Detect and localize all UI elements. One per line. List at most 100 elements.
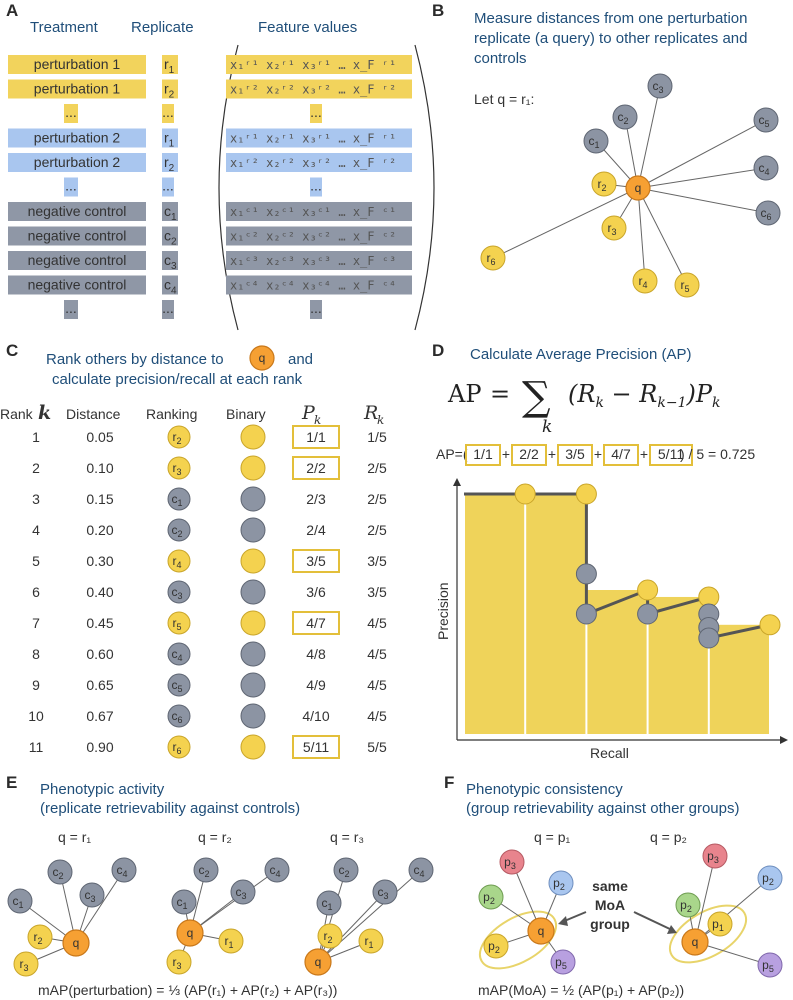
col-binary: Binary bbox=[226, 406, 266, 422]
plus-sign: + bbox=[594, 446, 602, 462]
ranked-node: c3 bbox=[167, 580, 191, 604]
table-row: ......... bbox=[64, 104, 322, 123]
svg-text:r3: r3 bbox=[607, 221, 616, 237]
ap-equation: AP = ∑ k (Rk − Rk−1)Pk bbox=[447, 374, 720, 437]
precision-box bbox=[292, 611, 340, 635]
panel-f-formula: mAP(MoA) = ½ (AP(p₁) + AP(p₂)) bbox=[478, 982, 684, 998]
rank-value: 2 bbox=[32, 460, 40, 476]
feature-values: x₁ʳ² x₂ʳ² x₃ʳ² … x_F ʳ² bbox=[230, 83, 396, 97]
pr-point bbox=[575, 563, 597, 585]
eq-ap: AP bbox=[447, 380, 481, 408]
distance-value: 0.20 bbox=[86, 522, 113, 538]
pr-point bbox=[575, 483, 597, 505]
table-row: 4 0.20 c2 2/4 2/5 bbox=[32, 517, 387, 543]
table-row: negative control c2 x₁ᶜ² x₂ᶜ² x₃ᶜ² … x_F ᶜ… bbox=[8, 226, 412, 248]
svg-text:p2: p2 bbox=[488, 939, 500, 955]
treatment-label: perturbation 1 bbox=[34, 56, 121, 72]
consistency-graph: p3 p2 p2 p2 p5 q bbox=[478, 849, 576, 975]
control-node: c6 bbox=[755, 200, 781, 226]
rank-value: 11 bbox=[29, 739, 44, 755]
distance-value: 0.10 bbox=[86, 460, 113, 476]
recall-value: 2/5 bbox=[367, 460, 387, 476]
svg-text:c4: c4 bbox=[116, 863, 127, 879]
svg-text:r6: r6 bbox=[486, 251, 495, 267]
x-axis-arrow bbox=[780, 736, 788, 744]
binary-dot bbox=[240, 517, 266, 543]
treatment-label: negative control bbox=[28, 252, 127, 268]
svg-text:c6: c6 bbox=[171, 709, 182, 725]
arrow-left-head bbox=[558, 916, 568, 926]
replicate-node: r3 bbox=[166, 949, 192, 975]
panel-d-title: Calculate Average Precision (AP) bbox=[470, 346, 692, 363]
precision-value: 2/2 bbox=[306, 460, 326, 476]
precision-value: 4/8 bbox=[306, 646, 326, 662]
control-node: c3 bbox=[230, 879, 256, 905]
feature-values: x₁ʳ² x₂ʳ² x₃ʳ² … x_F ʳ² bbox=[230, 156, 396, 170]
query-node: q bbox=[304, 948, 332, 976]
svg-text:q: q bbox=[538, 924, 545, 938]
panel-f-title-line2: (group retrievability against other grou… bbox=[466, 800, 739, 817]
svg-text:c1: c1 bbox=[12, 894, 23, 910]
ellipsis: ... bbox=[162, 178, 174, 194]
replicate-node: r4 bbox=[632, 268, 658, 294]
table-row: 1 0.05 r2 1/1 1/5 bbox=[32, 424, 387, 450]
ellipsis: ... bbox=[65, 104, 77, 120]
ap-prefix: AP=( bbox=[436, 446, 468, 462]
distance-value: 0.90 bbox=[86, 739, 113, 755]
replicate-label: r2 bbox=[164, 81, 175, 101]
precision-value: 3/6 bbox=[306, 584, 326, 600]
precision-value: 5/11 bbox=[303, 739, 329, 755]
query-node: q bbox=[527, 917, 555, 945]
recall-value: 1/5 bbox=[367, 429, 387, 445]
eq-equals: = bbox=[490, 380, 510, 408]
ellipsis: ... bbox=[310, 178, 322, 194]
replicate-label: r1 bbox=[164, 56, 175, 76]
svg-text:p5: p5 bbox=[762, 958, 774, 974]
binary-dot bbox=[240, 579, 266, 605]
panel-f-query-2: q = p₂ bbox=[650, 829, 687, 845]
panel-f-query-1: q = p₁ bbox=[534, 829, 571, 845]
ap-term-box bbox=[511, 444, 547, 466]
svg-text:r3: r3 bbox=[19, 957, 28, 973]
svg-text:r4: r4 bbox=[172, 554, 181, 570]
svg-text:c1: c1 bbox=[321, 896, 332, 912]
binary-dot bbox=[240, 610, 266, 636]
recall-value: 2/5 bbox=[367, 522, 387, 538]
precision-value: 4/9 bbox=[306, 677, 326, 693]
control-node: c4 bbox=[111, 857, 137, 883]
pr-point bbox=[759, 614, 781, 636]
pr-point bbox=[575, 603, 597, 625]
consistency-graphs: p3 p2 p2 p2 p5 q p3 p2 p2 p1 p5 q bbox=[478, 843, 783, 978]
panel-b-let-query: Let q = r₁: bbox=[474, 91, 534, 107]
svg-text:c4: c4 bbox=[171, 647, 182, 663]
rank-value: 8 bbox=[32, 646, 40, 662]
control-node: c1 bbox=[7, 888, 33, 914]
col-rank: Rank bbox=[0, 406, 34, 422]
binary-dot bbox=[240, 486, 266, 512]
svg-text:r2: r2 bbox=[323, 929, 332, 945]
svg-text:c3: c3 bbox=[235, 885, 246, 901]
ap-term-box bbox=[649, 444, 693, 466]
table-row: 7 0.45 r5 4/7 4/5 bbox=[32, 610, 387, 636]
col-pk: P bbox=[301, 402, 316, 424]
recall-value: 4/5 bbox=[367, 615, 387, 631]
activity-graphs: c1 c2 c3 c4 r2 r3 q c1 c2 c3 c4 r1 r3 q c1 c2 c3 c4 r2 r1 q bbox=[7, 857, 434, 977]
svg-text:c5: c5 bbox=[758, 113, 769, 129]
ellipsis: ... bbox=[162, 300, 174, 316]
table-row: 6 0.40 c3 3/6 3/5 bbox=[32, 579, 387, 605]
recall-value: 5/5 bbox=[367, 739, 387, 755]
control-node: c4 bbox=[264, 857, 290, 883]
header-replicate: Replicate bbox=[131, 19, 194, 36]
ap-area-bar bbox=[709, 624, 769, 734]
y-axis-label: Precision bbox=[435, 582, 451, 640]
svg-text:p2: p2 bbox=[553, 876, 565, 892]
same-label-3: group bbox=[590, 916, 630, 932]
control-node: c2 bbox=[193, 857, 219, 883]
perturbation-node: p5 bbox=[757, 952, 783, 978]
svg-text:r4: r4 bbox=[638, 274, 647, 290]
activity-graph: c1 c2 c3 c4 r1 r3 q bbox=[166, 857, 290, 975]
col-pk-sub: k bbox=[314, 413, 321, 427]
pr-point bbox=[637, 579, 659, 601]
svg-text:r2: r2 bbox=[172, 430, 181, 446]
ranked-node: r2 bbox=[167, 425, 191, 449]
